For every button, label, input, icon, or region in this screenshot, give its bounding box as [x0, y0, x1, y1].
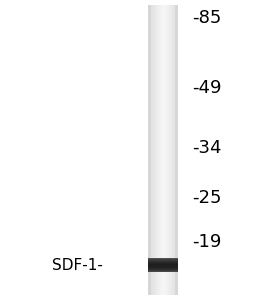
Bar — [148, 267, 178, 268]
Bar — [148, 260, 178, 261]
Bar — [148, 262, 178, 263]
Bar — [148, 271, 178, 272]
Bar — [169, 5, 170, 295]
Bar — [156, 5, 157, 295]
Bar — [166, 5, 167, 295]
Bar — [155, 5, 156, 295]
Text: -25: -25 — [192, 189, 221, 207]
Bar — [148, 5, 149, 295]
Bar — [163, 5, 164, 295]
Bar — [174, 5, 175, 295]
Bar — [173, 5, 174, 295]
Bar — [148, 264, 178, 265]
Bar — [175, 5, 178, 295]
Bar — [148, 258, 178, 259]
Bar — [148, 5, 151, 295]
Bar — [152, 5, 153, 295]
Bar — [175, 5, 176, 295]
Bar — [153, 5, 154, 295]
Bar — [148, 268, 178, 269]
Text: SDF-1-: SDF-1- — [52, 257, 103, 272]
Text: -85: -85 — [192, 9, 221, 27]
Bar — [148, 269, 178, 270]
Bar — [151, 5, 152, 295]
Bar — [162, 5, 163, 295]
Bar — [149, 5, 150, 295]
Bar — [167, 5, 168, 295]
Bar — [148, 265, 178, 266]
Bar — [148, 261, 178, 262]
Text: -49: -49 — [192, 79, 221, 97]
Bar — [148, 270, 178, 271]
Bar — [154, 5, 155, 295]
Bar — [165, 5, 166, 295]
Text: -34: -34 — [192, 139, 221, 157]
Bar — [171, 5, 172, 295]
Bar — [160, 5, 161, 295]
Bar — [148, 263, 178, 264]
Bar — [159, 5, 160, 295]
Bar — [176, 5, 177, 295]
Bar — [177, 5, 178, 295]
Bar — [170, 5, 171, 295]
Bar — [161, 5, 162, 295]
Bar — [148, 259, 178, 260]
Bar — [172, 5, 173, 295]
Bar — [157, 5, 158, 295]
Text: -19: -19 — [192, 233, 221, 251]
Bar — [148, 266, 178, 267]
Bar — [164, 5, 165, 295]
Bar — [158, 5, 159, 295]
Bar — [168, 5, 169, 295]
Bar — [150, 5, 151, 295]
